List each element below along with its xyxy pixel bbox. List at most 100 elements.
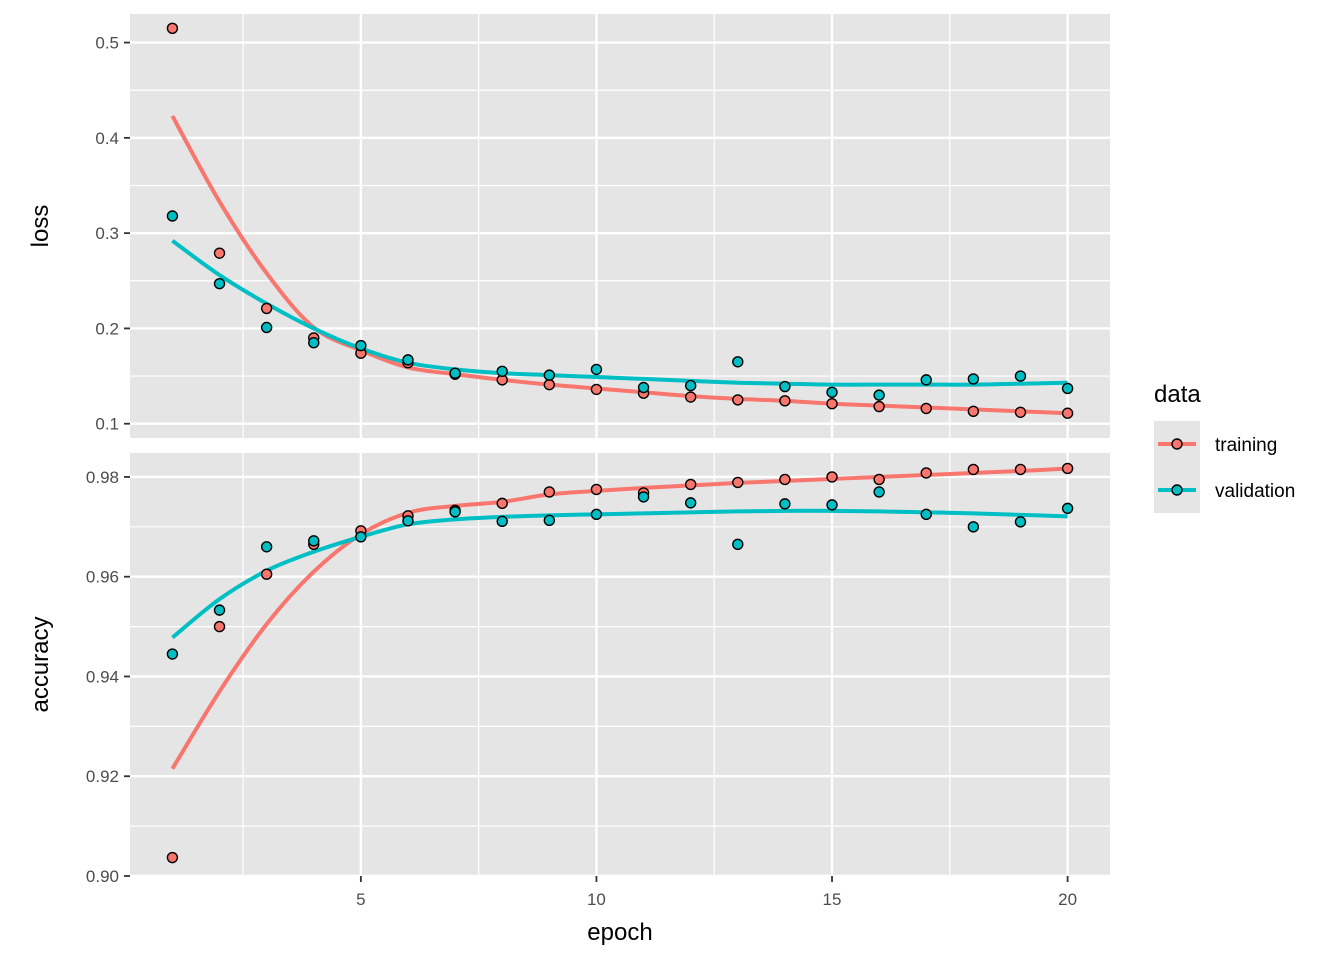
panel-background: [130, 14, 1110, 438]
point-training: [873, 400, 885, 413]
point-validation: [967, 521, 980, 533]
point-validation: [920, 374, 932, 386]
point-validation: [166, 648, 179, 660]
point-validation: [920, 508, 932, 521]
point-validation: [1061, 502, 1074, 515]
y-tick-label: 0.1: [95, 415, 119, 434]
trend-line-training: [170, 466, 1068, 770]
point-validation: [732, 356, 744, 368]
legend: data training validation: [1154, 381, 1295, 513]
point-training: [920, 402, 932, 415]
x-axis-title: epoch: [587, 919, 652, 946]
point-validation: [543, 369, 556, 381]
point-training: [684, 478, 697, 491]
point-validation: [355, 339, 367, 352]
point-validation: [637, 491, 650, 503]
point-validation: [1061, 382, 1074, 395]
point-validation: [779, 380, 791, 393]
point-training: [826, 471, 838, 483]
point-validation: [637, 381, 650, 394]
point-training: [873, 473, 885, 486]
y-axis-title-accuracy: accuracy: [27, 616, 54, 712]
y-tick-label: 0.2: [95, 319, 119, 338]
point-validation: [308, 337, 320, 349]
point-validation: [496, 515, 508, 528]
x-tick-label: 20: [1058, 890, 1077, 909]
point-validation: [166, 210, 179, 222]
point-validation: [590, 508, 603, 521]
point-training: [967, 405, 980, 418]
y-axis-title-loss: loss: [27, 205, 54, 248]
point-training: [920, 467, 932, 479]
point-validation: [779, 498, 791, 510]
trend-line-validation: [171, 239, 1068, 387]
y-tick-label: 0.4: [95, 129, 119, 148]
y-tick-label: 0.3: [95, 224, 119, 243]
point-training: [213, 247, 226, 259]
point-validation: [684, 379, 697, 392]
legend-title: data: [1154, 381, 1201, 408]
point-validation: [308, 535, 320, 547]
point-validation: [496, 365, 508, 378]
point-training: [166, 851, 179, 864]
y-tick-label: 0.94: [86, 667, 119, 686]
point-validation: [826, 499, 838, 511]
point-validation: [449, 367, 461, 379]
point-training: [590, 383, 603, 396]
point-training: [260, 568, 273, 580]
point-training: [684, 391, 697, 403]
point-training: [543, 378, 556, 391]
point-training: [826, 397, 838, 410]
point-validation: [967, 373, 980, 385]
point-training: [166, 22, 179, 34]
point-training: [260, 302, 273, 315]
point-validation: [260, 541, 273, 553]
point-validation: [449, 506, 461, 518]
legend-label-validation: validation: [1215, 481, 1295, 502]
legend-label-training: training: [1215, 435, 1277, 456]
point-validation: [543, 514, 556, 527]
point-training: [1061, 407, 1074, 419]
y-tick-label: 0.90: [86, 867, 119, 886]
point-training: [496, 497, 508, 510]
trend-line-training: [170, 114, 1068, 416]
point-validation: [402, 354, 414, 366]
point-validation: [355, 531, 367, 543]
x-tick-label: 15: [823, 890, 842, 909]
x-tick-label: 10: [587, 890, 606, 909]
point-training: [967, 463, 980, 476]
y-tick-label: 0.5: [95, 34, 119, 53]
point-training: [213, 620, 226, 633]
point-validation: [402, 515, 414, 527]
panel-accuracy: 0.90 0.92 0.94 0.96 0.98 accuracy: [27, 453, 1110, 886]
point-training: [1014, 463, 1027, 476]
point-training: [779, 473, 791, 486]
point-training: [590, 483, 603, 496]
y-tick-label: 0.98: [86, 468, 119, 487]
legend-key-point-validation: [1171, 484, 1183, 496]
point-validation: [732, 538, 744, 550]
panel-loss: 0.1 0.2 0.3 0.4 0.5 loss: [27, 14, 1110, 438]
point-validation: [684, 497, 697, 509]
point-validation: [873, 486, 885, 498]
point-validation: [260, 321, 273, 334]
legend-key-point-training: [1171, 438, 1183, 450]
point-validation: [213, 604, 226, 616]
point-training: [732, 476, 744, 489]
point-training: [1014, 406, 1027, 418]
point-validation: [1014, 370, 1027, 382]
y-tick-label: 0.92: [86, 767, 119, 786]
point-training: [543, 486, 556, 498]
point-validation: [826, 386, 838, 398]
panel-background: [130, 453, 1110, 876]
y-tick-label: 0.96: [86, 568, 119, 587]
point-validation: [1014, 516, 1027, 528]
point-validation: [873, 389, 885, 401]
point-validation: [590, 363, 603, 376]
x-tick-label: 5: [356, 890, 365, 909]
point-validation: [213, 277, 226, 290]
point-training: [779, 395, 791, 407]
point-training: [1061, 462, 1074, 475]
